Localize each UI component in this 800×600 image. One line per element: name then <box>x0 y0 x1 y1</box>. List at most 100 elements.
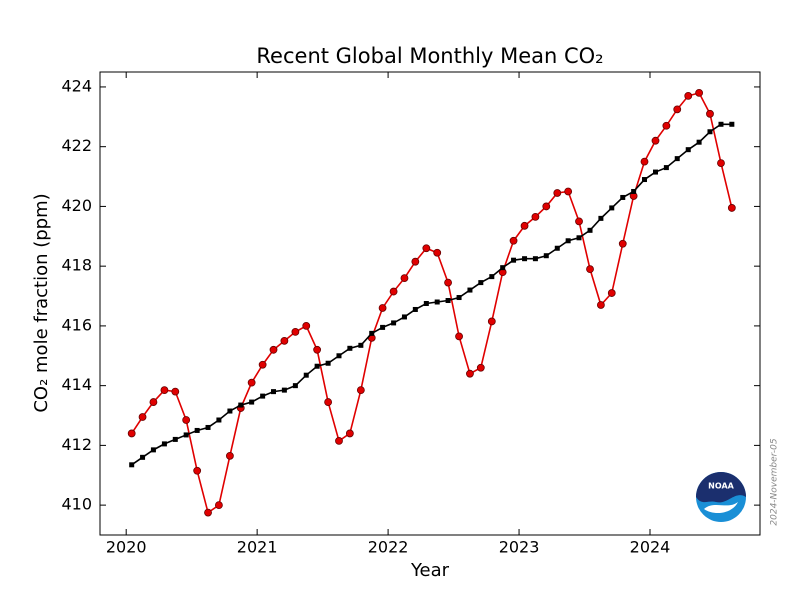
data-point <box>620 194 626 200</box>
data-point <box>215 501 223 510</box>
x-tick-label: 2023 <box>499 538 540 557</box>
data-point <box>260 393 266 399</box>
data-point <box>378 304 387 312</box>
data-point <box>258 360 267 369</box>
data-point <box>532 256 538 262</box>
data-point <box>302 322 311 330</box>
data-point <box>674 156 680 162</box>
y-tick-label: 422 <box>61 136 92 155</box>
data-point <box>444 278 452 287</box>
data-point <box>271 389 277 395</box>
data-point <box>662 121 671 130</box>
data-point <box>216 417 222 423</box>
date-annotation: 2024-November-05 <box>770 438 780 525</box>
series-line <box>131 91 733 514</box>
data-point <box>422 244 431 253</box>
data-point <box>172 436 178 442</box>
data-point <box>280 336 289 345</box>
data-point <box>707 129 713 135</box>
data-point <box>129 462 135 468</box>
data-point <box>489 274 495 280</box>
data-point <box>587 227 593 233</box>
data-point <box>281 387 287 393</box>
data-point <box>445 298 451 304</box>
data-point <box>455 332 463 341</box>
data-point <box>247 378 256 387</box>
data-point <box>325 360 331 366</box>
y-axis-label: CO₂ mole fraction (ppm) <box>31 193 52 412</box>
data-point <box>412 306 418 312</box>
data-point <box>500 265 506 271</box>
plot-frame <box>99 71 761 536</box>
data-point <box>487 317 496 326</box>
data-point <box>576 235 582 241</box>
y-tick-label: 414 <box>61 375 92 394</box>
data-point <box>380 324 386 330</box>
data-point <box>193 466 202 475</box>
data-point <box>369 330 375 336</box>
data-point <box>205 424 211 430</box>
data-point <box>640 157 649 166</box>
x-tick-label: 2022 <box>368 538 409 557</box>
data-point <box>269 345 278 354</box>
data-point <box>684 91 693 100</box>
data-point <box>324 398 333 406</box>
data-point <box>171 387 180 396</box>
data-point <box>140 454 146 460</box>
data-point <box>347 345 353 351</box>
data-point <box>194 427 200 433</box>
data-point <box>391 320 397 326</box>
data-point <box>335 437 343 445</box>
data-point <box>401 314 407 320</box>
data-point <box>651 136 660 145</box>
data-point <box>653 169 658 175</box>
data-point <box>292 383 298 389</box>
x-tick-label: 2021 <box>237 538 278 557</box>
y-tick-label: 412 <box>61 435 92 454</box>
data-point <box>423 301 429 306</box>
data-point <box>618 239 627 248</box>
data-point <box>520 221 529 230</box>
data-point <box>565 238 571 244</box>
data-point <box>522 256 528 262</box>
data-point <box>249 399 255 405</box>
data-point <box>291 327 300 336</box>
logo-text: NOAA <box>708 482 734 491</box>
data-point <box>631 188 637 194</box>
y-tick-label: 416 <box>61 315 92 334</box>
data-point <box>609 205 615 211</box>
data-point <box>456 295 462 301</box>
data-point <box>717 159 725 168</box>
data-point <box>467 287 473 293</box>
data-point <box>149 398 158 406</box>
data-point <box>729 121 735 127</box>
data-point <box>564 187 573 196</box>
data-point <box>685 147 691 153</box>
y-tick-label: 420 <box>61 196 92 215</box>
series <box>127 89 736 517</box>
data-point <box>356 386 365 395</box>
data-point <box>345 429 354 438</box>
data-point <box>476 363 485 372</box>
data-point <box>718 121 724 127</box>
data-point <box>542 202 551 211</box>
x-tick-label: 2020 <box>106 538 147 557</box>
data-point <box>127 429 136 438</box>
y-tick-label: 418 <box>61 256 92 275</box>
data-point <box>400 274 409 283</box>
data-point <box>313 345 322 354</box>
data-point <box>727 204 736 212</box>
data-point <box>227 408 233 414</box>
data-point <box>554 245 560 251</box>
data-point <box>161 441 167 447</box>
data-point <box>642 177 647 183</box>
data-point <box>238 402 244 408</box>
noaa-logo: NOAA <box>696 472 746 522</box>
data-point <box>150 447 156 453</box>
data-point <box>509 236 518 245</box>
series <box>129 121 735 468</box>
data-point <box>226 451 234 460</box>
logo-wave <box>704 502 738 514</box>
